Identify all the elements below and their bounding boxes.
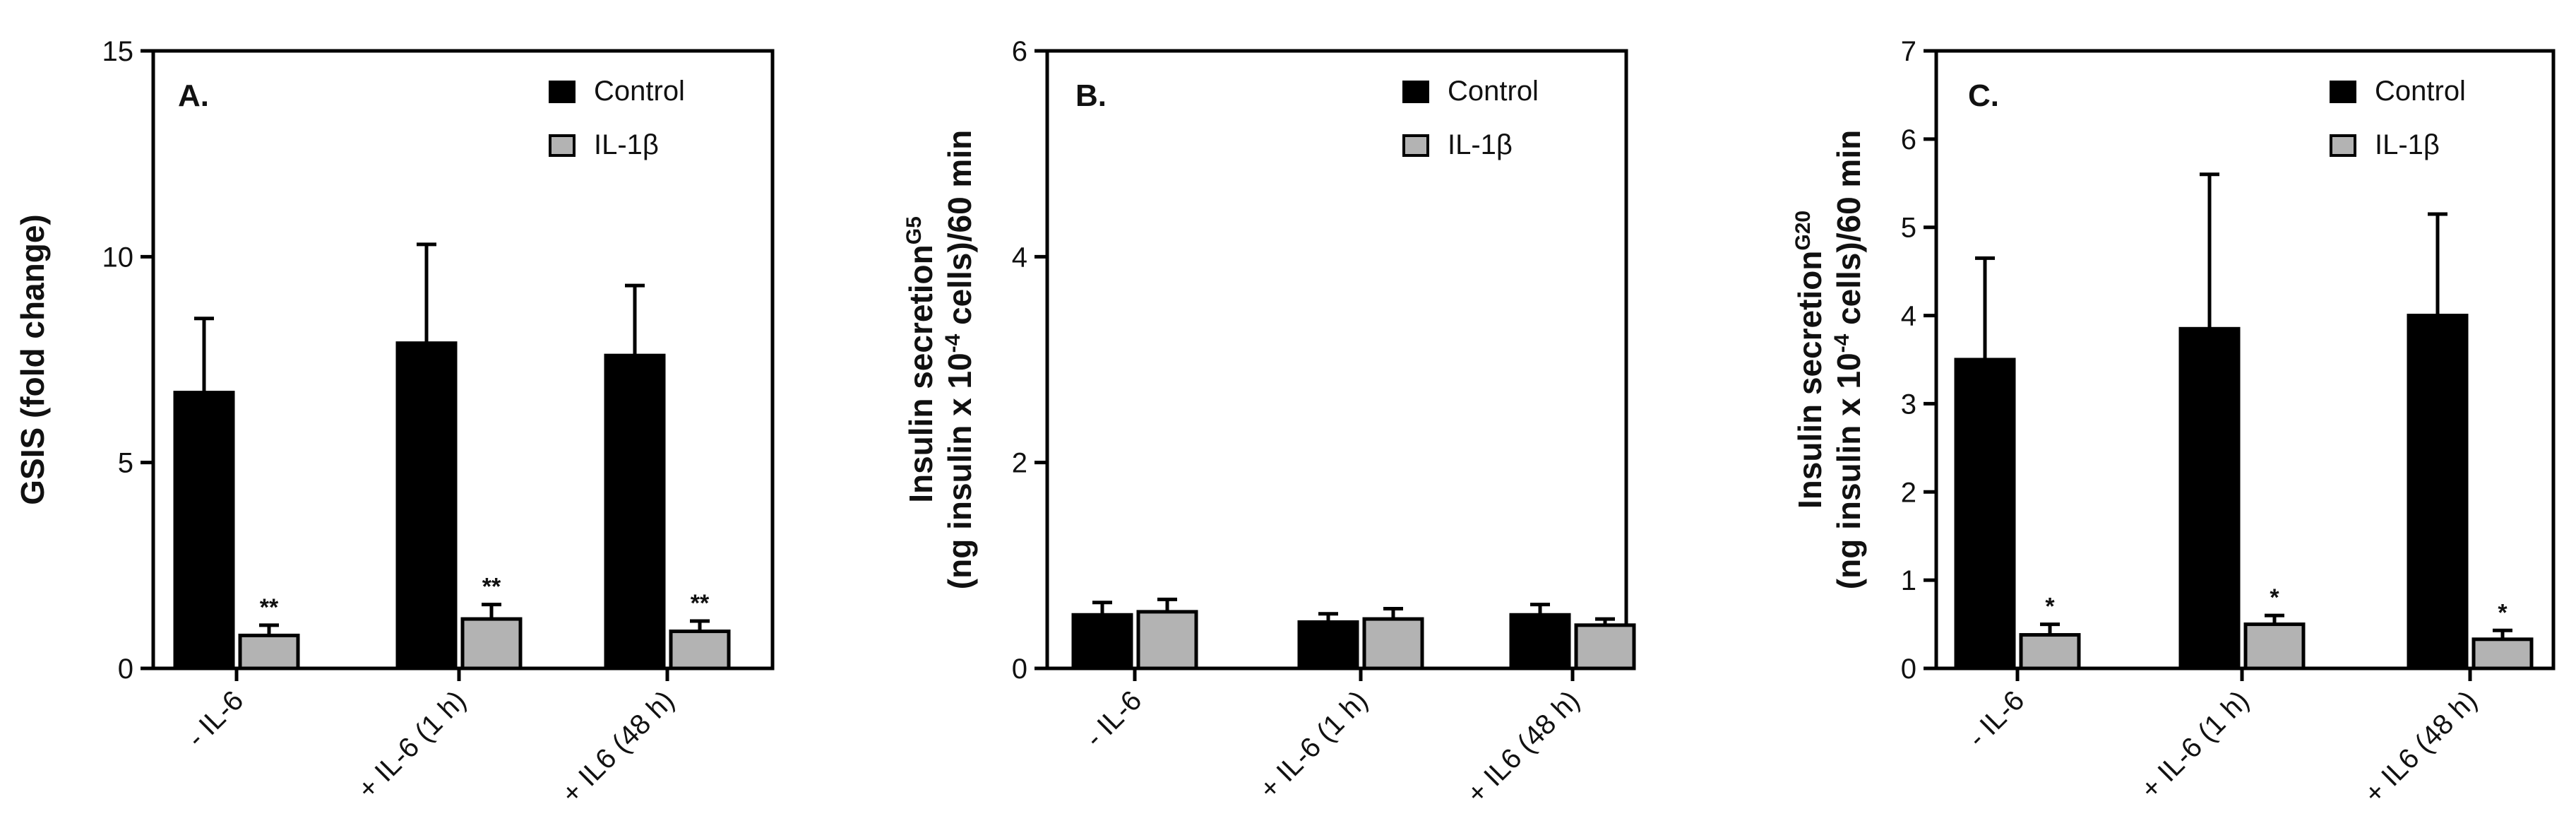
y-axis-label-line2: (ng insulin x 10-4 cells)/60 min — [1830, 130, 1867, 589]
x-category-label: - IL-6 — [181, 685, 249, 753]
legend-swatch — [2330, 134, 2356, 157]
legend-swatch — [2330, 81, 2356, 103]
y-axis-label-superscript: G5 — [902, 216, 926, 244]
legend-swatch — [549, 81, 576, 103]
legend-label: Control — [1448, 76, 1539, 107]
y-axis-label-line1: Insulin secretionG5 — [902, 216, 939, 503]
x-category-label: + IL6 (48 h) — [2359, 685, 2483, 810]
panel-label: A. — [178, 78, 209, 113]
y-tick-label: 2 — [1012, 448, 1027, 479]
bar-il1b — [669, 630, 731, 670]
bar-control — [1071, 613, 1133, 670]
bar-control — [1954, 358, 2016, 670]
x-category-label: + IL-6 (1 h) — [1253, 685, 1373, 805]
significance-marker: * — [2498, 599, 2508, 626]
significance-marker: * — [2045, 593, 2055, 620]
legend-swatch — [1402, 81, 1429, 103]
panel-1: 0 5 10 15 - IL-6 + IL-6 (1 h) + IL6 (48 h) ** **… — [14, 36, 775, 810]
y-axis-label-units-post: cells)/60 min — [941, 130, 978, 334]
y-axis-label-units-exponent: -4 — [1830, 333, 1854, 353]
x-category-label: + IL6 (48 h) — [556, 685, 681, 810]
bar-il1b — [1362, 617, 1424, 670]
plot-frame — [1045, 49, 1628, 670]
y-tick-label: 0 — [118, 654, 133, 685]
y-axis-label: GSIS (fold change) — [14, 214, 51, 504]
y-axis-label-main: Insulin secretion — [902, 244, 939, 503]
y-tick-label: 7 — [1901, 36, 1916, 67]
bar-il1b — [238, 633, 300, 670]
x-category-label: + IL6 (48 h) — [1461, 685, 1586, 810]
y-tick-label: 10 — [102, 242, 134, 273]
bar-control — [173, 391, 235, 670]
y-axis-label-superscript: G20 — [1791, 211, 1815, 251]
y-tick-label: 4 — [1012, 242, 1027, 273]
legend-swatch — [1402, 134, 1429, 157]
x-category-label: + IL-6 (1 h) — [2135, 685, 2255, 805]
y-tick-label: 3 — [1901, 389, 1916, 420]
x-category-label: - IL-6 — [1962, 685, 2030, 753]
y-tick-label: 1 — [1901, 565, 1916, 596]
panel-2: 0 2 4 6 - IL-6 + IL-6 (1 h) + IL6 (48 h) B. Cont… — [902, 36, 1636, 810]
bar-control — [1297, 620, 1359, 670]
bar-il1b — [2243, 622, 2306, 670]
y-tick-label: 0 — [1901, 654, 1916, 685]
significance-marker: * — [2270, 584, 2279, 611]
y-axis-label-main: Insulin secretion — [1791, 251, 1828, 509]
y-tick-label: 6 — [1012, 36, 1027, 67]
legend-label: IL-1β — [2375, 129, 2440, 160]
y-axis-label-units-pre: (ng insulin x 10 — [941, 353, 978, 589]
significance-marker: ** — [260, 594, 279, 621]
y-axis-label-units-exponent: -4 — [941, 333, 965, 353]
legend-label: Control — [594, 76, 685, 107]
x-category-label: + IL-6 (1 h) — [352, 685, 472, 805]
bar-il1b — [2471, 637, 2534, 670]
y-axis-label-units-pre: (ng insulin x 10 — [1830, 353, 1867, 589]
y-axis-label-units-post: cells)/60 min — [1830, 130, 1867, 334]
bar-il1b — [460, 617, 523, 670]
x-category-label: - IL-6 — [1079, 685, 1147, 753]
legend-label: IL-1β — [594, 129, 659, 160]
bar-il1b — [1574, 623, 1636, 670]
y-tick-label: 5 — [118, 448, 133, 479]
panel-3: 0 1 2 3 4 5 6 7 - IL-6 + IL-6 (1 h) + IL6 (48 h) * *… — [1791, 36, 2556, 810]
significance-marker: ** — [691, 590, 710, 617]
y-tick-label: 6 — [1901, 124, 1916, 155]
panel-label: B. — [1075, 78, 1107, 113]
bar-control — [604, 353, 666, 670]
plot-frame — [151, 49, 775, 670]
bar-control — [395, 341, 458, 670]
y-axis-label-line2: (ng insulin x 10-4 cells)/60 min — [941, 130, 978, 589]
bar-control — [2407, 314, 2469, 670]
legend-swatch — [549, 134, 576, 157]
y-tick-label: 0 — [1012, 654, 1027, 685]
y-tick-label: 2 — [1901, 477, 1916, 508]
y-axis-label-line1: Insulin secretionG20 — [1791, 211, 1828, 509]
legend-label: Control — [2375, 76, 2466, 107]
bar-control — [2178, 326, 2241, 670]
legend-label: IL-1β — [1448, 129, 1513, 160]
bar-il1b — [1136, 610, 1198, 670]
bar-il1b — [2019, 633, 2081, 670]
significance-marker: ** — [482, 574, 501, 601]
y-tick-label: 4 — [1901, 301, 1916, 332]
y-tick-label: 15 — [102, 36, 134, 67]
panel-label: C. — [1968, 78, 1999, 113]
y-tick-label: 5 — [1901, 213, 1916, 244]
bar-control — [1509, 613, 1571, 670]
